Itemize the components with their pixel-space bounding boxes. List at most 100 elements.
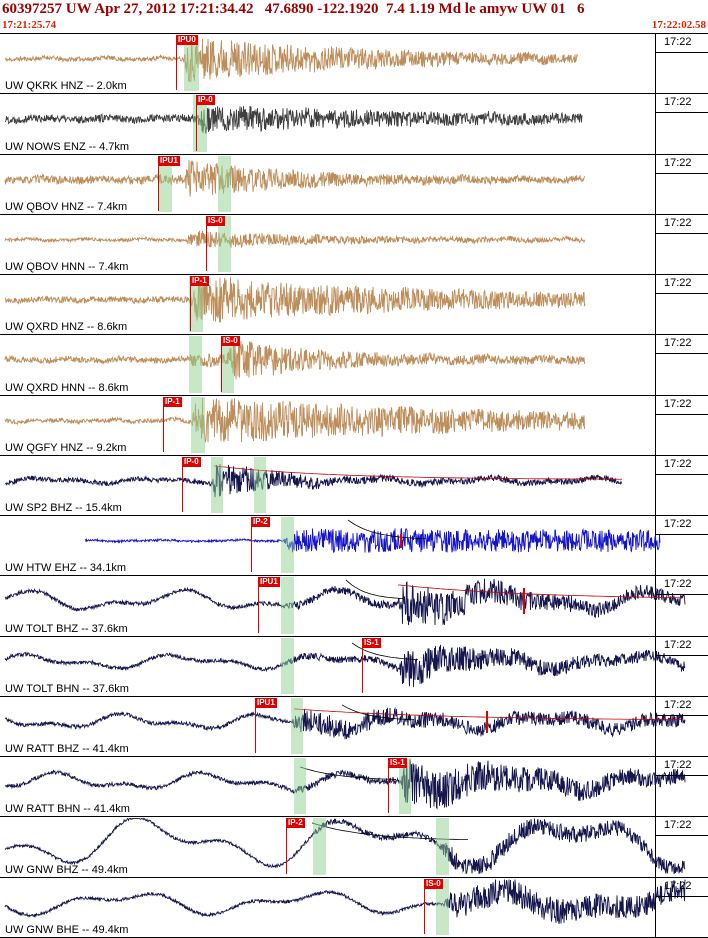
pick-line xyxy=(163,396,164,452)
pick-line xyxy=(251,517,252,573)
trace-panel[interactable]: UW SP2 BHZ -- 15.4km 17:22 IP-0 xyxy=(0,454,708,516)
waveform[interactable] xyxy=(0,456,708,515)
pick-flag[interactable]: IP-2 xyxy=(251,517,270,528)
amplitude-marker xyxy=(486,710,488,733)
pick-window-band xyxy=(294,758,306,815)
pick-window-band xyxy=(281,637,294,694)
pick-flag[interactable]: IS-0 xyxy=(221,336,240,347)
waveform[interactable] xyxy=(0,155,708,214)
window-end-time: 17:22:02.58 xyxy=(651,19,706,31)
pick-window-band xyxy=(184,35,199,92)
trace-panel[interactable]: UW RATT BHN -- 41.4km 17:22 IS-1 xyxy=(0,756,708,817)
time-tick-label: 17:22 xyxy=(656,456,708,475)
time-label-text: 17:22 xyxy=(664,819,692,832)
pick-window-band xyxy=(281,517,294,574)
station-label: UW GNW BHE -- 49.4km xyxy=(5,923,129,936)
pick-window-band xyxy=(291,697,303,755)
pick-flag[interactable]: IP-1 xyxy=(190,276,209,287)
time-label-text: 17:22 xyxy=(664,578,692,591)
waveform[interactable] xyxy=(0,94,708,153)
pick-flag[interactable]: IPU1 xyxy=(158,155,180,166)
pick-window-band xyxy=(313,818,326,875)
trace-panel[interactable]: UW QBOV HNN -- 7.4km 17:22 IS-0 xyxy=(0,213,708,275)
time-label-text: 17:22 xyxy=(664,759,692,772)
pick-flag[interactable]: IP-2 xyxy=(286,818,305,829)
time-tick-label: 17:22 xyxy=(656,817,708,837)
time-label-text: 17:22 xyxy=(664,156,692,169)
trace-panel[interactable]: UW QXRD HNN -- 8.6km 17:22 IS-0 xyxy=(0,334,708,395)
time-tick-label: 17:22 xyxy=(656,335,708,355)
pick-window-band xyxy=(436,818,449,875)
pick-line xyxy=(255,697,256,754)
pick-window-band xyxy=(191,396,205,453)
trace-panel[interactable]: UW QXRD HNZ -- 8.6km 17:22 IP-1 xyxy=(0,274,708,335)
waveform[interactable] xyxy=(0,637,708,696)
trace-panel[interactable]: UW TOLT BHZ -- 37.6km 17:22 IPU1 xyxy=(0,575,708,636)
waveform[interactable] xyxy=(0,757,708,816)
time-axis-divider xyxy=(655,275,656,335)
time-tick-label: 17:22 xyxy=(656,757,708,777)
waveform[interactable] xyxy=(0,34,708,93)
time-tick-label: 17:22 xyxy=(656,215,708,234)
event-header: 60397257 UW Apr 27, 2012 17:21:34.42 47.… xyxy=(2,1,585,17)
trace-panel[interactable]: UW QGFY HNZ -- 9.2km 17:22 IP-1 xyxy=(0,394,708,455)
station-label: UW NOWS ENZ -- 4.7km xyxy=(5,140,130,153)
waveform[interactable] xyxy=(0,275,708,334)
time-axis-divider xyxy=(655,94,656,154)
time-label-text: 17:22 xyxy=(664,518,692,531)
pick-window-band xyxy=(436,878,449,935)
time-axis-divider xyxy=(655,877,656,937)
pick-line xyxy=(424,878,425,934)
trace-panel[interactable]: UW GNW BHE -- 49.4km 17:22 IS-0 xyxy=(0,876,708,937)
pick-window-band xyxy=(159,155,172,212)
time-axis-divider xyxy=(655,455,656,516)
trace-panel[interactable]: UW QKRK HNZ -- 2.0km 17:22 IPU0 xyxy=(0,34,708,94)
pick-flag[interactable]: IS-1 xyxy=(362,637,381,648)
trace-panel[interactable]: UW TOLT BHN -- 37.6km 17:22 IS-1 xyxy=(0,635,708,696)
pick-window-band xyxy=(218,215,231,273)
time-label-text: 17:22 xyxy=(664,879,692,892)
time-label-text: 17:22 xyxy=(664,216,692,229)
pick-line xyxy=(258,577,259,633)
pick-flag[interactable]: IS-1 xyxy=(388,758,407,769)
pick-window-band xyxy=(254,456,266,514)
time-label-text: 17:22 xyxy=(664,36,692,48)
station-label: UW QKRK HNZ -- 2.0km xyxy=(5,80,127,93)
pick-flag[interactable]: IPU1 xyxy=(255,697,277,708)
amplitude-marker xyxy=(523,588,525,615)
pick-flag[interactable]: IP-0 xyxy=(196,95,215,106)
time-window-row: 17:21:25.74 17:22:02.58 xyxy=(0,19,708,33)
time-label-text: 17:22 xyxy=(664,638,692,651)
pick-flag[interactable]: IPU1 xyxy=(258,577,280,588)
time-tick-label: 17:22 xyxy=(656,637,708,656)
window-start-time: 17:21:25.74 xyxy=(2,19,57,31)
trace-panel[interactable]: UW GNW BHZ -- 49.4km 17:22 IP-2 xyxy=(0,816,708,877)
pick-line xyxy=(158,155,159,211)
time-tick-label: 17:22 xyxy=(656,94,708,114)
trace-panel[interactable]: UW QBOV HNZ -- 7.4km 17:22 IPU1 xyxy=(0,153,708,214)
station-label: UW TOLT BHN -- 37.6km xyxy=(5,682,129,695)
pick-flag[interactable]: IS-0 xyxy=(206,215,225,226)
waveform[interactable] xyxy=(0,396,708,455)
pick-flag[interactable]: IS-0 xyxy=(424,878,443,889)
pick-flag[interactable]: IP-0 xyxy=(182,456,201,467)
time-tick-label: 17:22 xyxy=(656,878,708,897)
pick-flag[interactable]: IP-1 xyxy=(163,396,182,407)
waveform[interactable] xyxy=(0,576,708,635)
time-axis-divider xyxy=(655,335,656,395)
pick-flag[interactable]: IPU0 xyxy=(176,35,198,45)
trace-panel[interactable]: UW HTW EHZ -- 34.1km 17:22 IP-2 xyxy=(0,515,708,576)
trace-list: UW QKRK HNZ -- 2.0km 17:22 IPU0 UW NOWS … xyxy=(0,33,708,938)
time-axis-divider xyxy=(655,34,656,94)
trace-panel[interactable]: UW NOWS ENZ -- 4.7km 17:22 IP-0 xyxy=(0,93,708,154)
time-axis-divider xyxy=(655,636,656,696)
pick-window-band xyxy=(399,758,411,815)
trace-panel[interactable]: UW RATT BHZ -- 41.4km 17:22 IPU1 xyxy=(0,695,708,757)
waveform[interactable] xyxy=(0,335,708,394)
waveform[interactable] xyxy=(0,878,708,937)
station-label: UW HTW EHZ -- 34.1km xyxy=(5,562,126,575)
waveform[interactable] xyxy=(0,215,708,274)
waveform[interactable] xyxy=(0,516,708,575)
time-tick-label: 17:22 xyxy=(656,516,708,536)
